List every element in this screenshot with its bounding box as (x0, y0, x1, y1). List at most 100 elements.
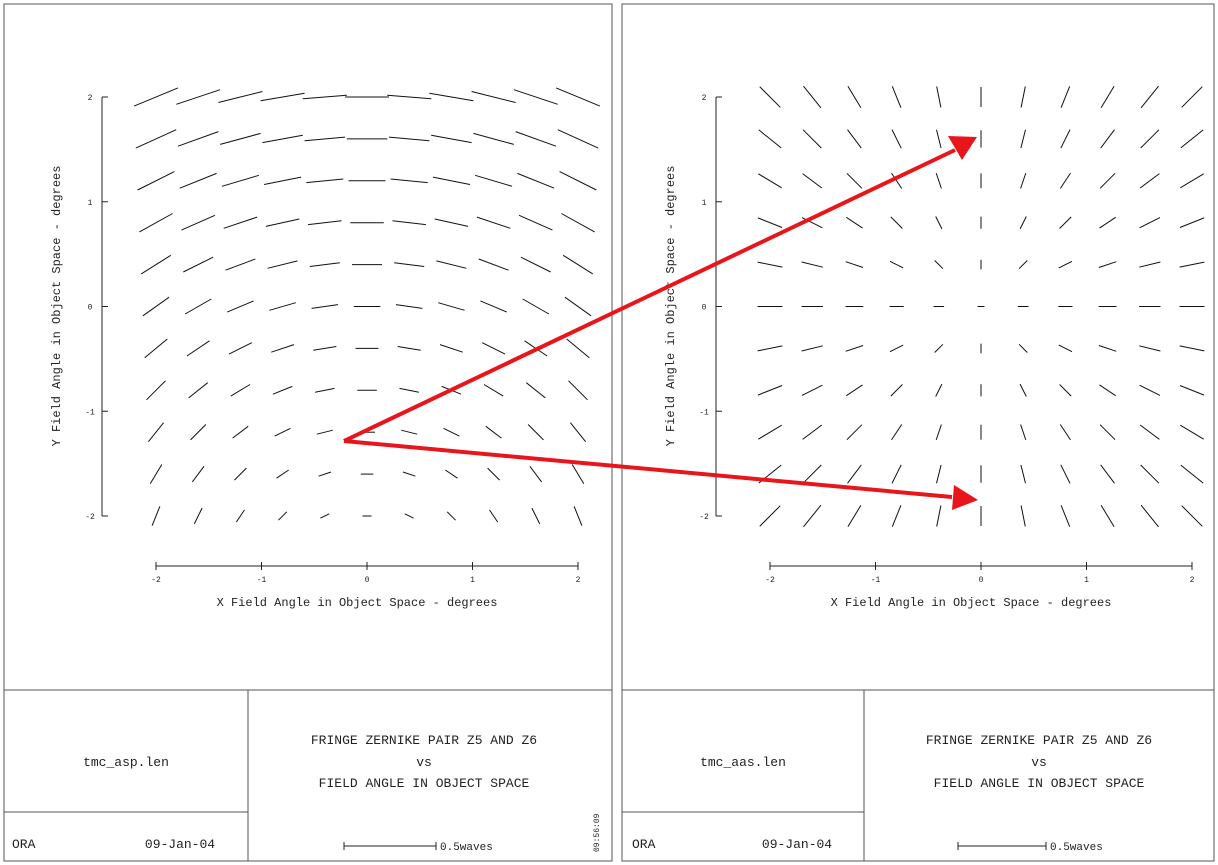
vector-mark-9-6 (1020, 464, 1026, 484)
vector-mark-10-10 (1181, 505, 1203, 527)
right-filename: tmc_aas.len (700, 755, 786, 770)
x-tick-label: 0 (365, 576, 370, 585)
vector-mark-7-6 (1019, 383, 1027, 397)
vector-mark-10-1 (193, 507, 203, 525)
vector-mark-5-2 (227, 300, 254, 313)
vector-mark-1-2 (847, 129, 862, 149)
x-tick-label: 1 (1084, 576, 1089, 585)
vector-mark-7-9 (1139, 384, 1161, 396)
vector-mark-7-2 (230, 384, 251, 397)
vector-mark-4-3 (267, 260, 298, 269)
vector-mark-8-6 (401, 429, 418, 435)
vector-mark-1-3 (262, 134, 303, 144)
vector-mark-7-1 (188, 382, 209, 399)
right-chart: -2 -1 0 1 2 2 1 0 -1 -2 X Field Angle in Object S… (664, 85, 1205, 610)
vector-mark-2-6 (1020, 172, 1027, 189)
vector-mark-1-6 (1020, 129, 1026, 149)
vector-mark-9-9 (1140, 464, 1160, 484)
vector-mark-1-8 (473, 132, 514, 145)
vector-mark-2-0 (137, 171, 175, 191)
vector-mark-2-7 (432, 176, 470, 185)
vector-mark-1-0 (758, 129, 782, 149)
vector-mark-9-1 (191, 465, 205, 483)
vector-mark-10-10 (573, 506, 583, 526)
vector-mark-1-1 (177, 131, 219, 147)
left-ticks: -2 -1 0 1 2 2 1 0 -1 -2 (85, 94, 580, 585)
vector-mark-9-10 (571, 464, 585, 484)
vector-mark-3-7 (434, 218, 469, 227)
vector-mark-8-2 (846, 424, 863, 441)
x-tick-label: -2 (765, 576, 775, 585)
vector-mark-4-7 (1058, 260, 1073, 269)
vector-mark-10-3 (278, 511, 288, 521)
vector-mark-6-6 (1018, 343, 1028, 353)
vector-mark-6-0 (144, 338, 168, 359)
vector-mark-2-4 (306, 178, 344, 184)
vector-mark-7-8 (1099, 384, 1116, 397)
vector-mark-0-3 (260, 92, 305, 102)
vector-mark-8-10 (1180, 424, 1204, 440)
vector-mark-2-0 (758, 173, 782, 189)
vector-mark-1-7 (1060, 129, 1071, 149)
vector-mark-3-4 (308, 220, 342, 226)
left-x-axis-label: X Field Angle in Object Space - degrees (217, 596, 498, 610)
vector-mark-2-10 (559, 171, 597, 191)
vector-mark-5-7 (438, 302, 465, 311)
left-scale-bar (343, 842, 437, 850)
vector-mark-5-3 (269, 302, 296, 311)
vector-mark-6-1 (801, 345, 823, 352)
vector-mark-0-8 (1100, 85, 1115, 109)
vector-mark-6-1 (186, 340, 210, 357)
vector-mark-10-0 (151, 506, 161, 526)
vector-mark-6-3 (889, 344, 904, 353)
vector-mark-7-3 (272, 385, 293, 395)
vector-mark-2-1 (179, 172, 217, 189)
vector-mark-0-4 (302, 94, 347, 100)
vector-mark-1-8 (1100, 129, 1115, 149)
right-date: 09-Jan-04 (762, 837, 832, 852)
vector-mark-6-9 (1139, 345, 1161, 352)
vector-mark-6-2 (228, 342, 253, 355)
vector-mark-10-0 (759, 505, 781, 527)
vector-mark-10-4 (936, 505, 942, 527)
vector-mark-8-7 (1059, 424, 1071, 441)
vector-mark-7-0 (757, 385, 783, 396)
vector-mark-7-7 (1059, 384, 1072, 397)
vector-mark-10-3 (891, 505, 902, 527)
vector-mark-7-2 (846, 384, 863, 397)
vector-mark-3-10 (561, 213, 595, 233)
right-title-line-2: vs (1031, 755, 1047, 770)
vector-mark-3-9 (518, 214, 553, 231)
vector-mark-3-4 (935, 216, 943, 230)
vector-mark-0-2 (218, 91, 263, 103)
vector-mark-6-4 (313, 346, 337, 351)
vector-mark-3-8 (476, 216, 511, 229)
vector-mark-3-7 (1059, 216, 1072, 229)
vector-mark-10-1 (803, 504, 822, 528)
vector-mark-0-0 (759, 86, 781, 108)
vector-mark-3-9 (1139, 217, 1161, 229)
vector-mark-3-2 (846, 216, 863, 229)
vector-mark-2-3 (891, 172, 903, 189)
annotation-arrows (343, 136, 978, 510)
vector-mark-5-6 (395, 304, 423, 309)
vector-mark-4-8 (478, 258, 509, 271)
vector-mark-8-1 (190, 424, 207, 441)
vector-mark-8-8 (485, 425, 502, 439)
vector-mark-0-1 (803, 85, 822, 109)
vector-mark-10-2 (235, 509, 245, 523)
vector-mark-10-8 (1100, 504, 1115, 528)
vector-mark-7-10 (1179, 385, 1205, 396)
vector-mark-0-10 (555, 87, 601, 107)
vector-mark-2-2 (846, 172, 863, 189)
vector-mark-9-4 (318, 471, 332, 477)
vector-mark-6-10 (1179, 345, 1205, 352)
vector-mark-10-4 (320, 513, 330, 519)
annotation-arrow-2 (343, 439, 953, 499)
vector-mark-8-3 (891, 424, 903, 441)
vector-mark-7-4 (935, 383, 943, 397)
vector-mark-5-8 (480, 300, 507, 313)
right-ticks: -2 -1 0 1 2 2 1 0 -1 -2 (699, 94, 1194, 585)
vector-mark-4-10 (1179, 261, 1205, 268)
x-tick-label: -1 (871, 576, 881, 585)
